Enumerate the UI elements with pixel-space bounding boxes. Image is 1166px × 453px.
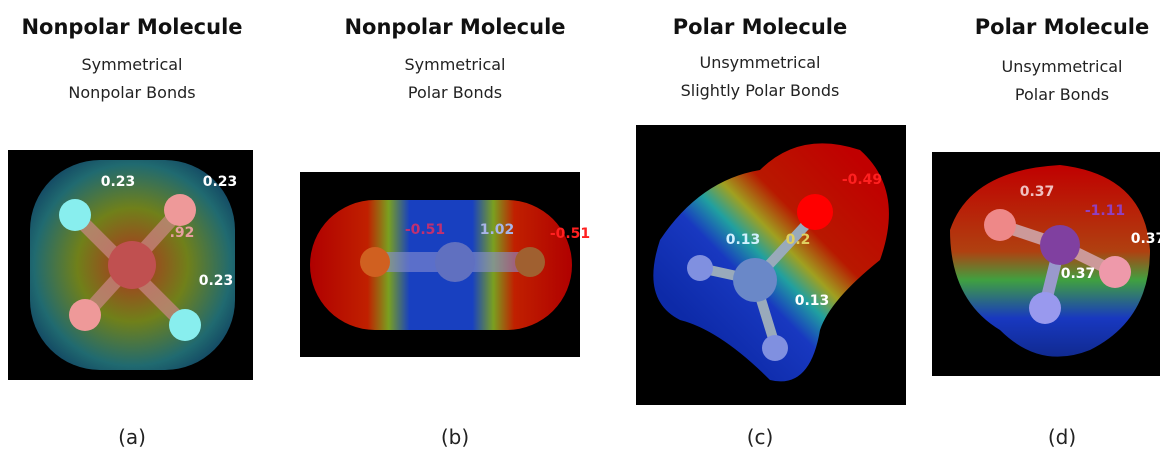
charge-label: 0.13 bbox=[795, 293, 830, 309]
charge-label: 0.23 bbox=[199, 273, 234, 289]
panel-description: Unsymmetrical bbox=[1001, 57, 1122, 76]
atom bbox=[69, 299, 101, 331]
panel-caption: (a) bbox=[118, 425, 146, 449]
panel-title: Nonpolar Molecule bbox=[344, 15, 565, 39]
atom bbox=[108, 241, 156, 289]
charge-label: 0.2 bbox=[786, 232, 811, 248]
charge-label: 0.37 bbox=[1131, 231, 1166, 247]
panel-description: Symmetrical bbox=[82, 55, 183, 74]
panel-title: Polar Molecule bbox=[975, 15, 1149, 39]
panel-caption: (d) bbox=[1048, 425, 1076, 449]
atom bbox=[733, 258, 777, 302]
charge-label: 0.13 bbox=[726, 232, 761, 248]
panel-description: Nonpolar Bonds bbox=[68, 83, 195, 102]
charge-label: -0.49 bbox=[842, 172, 882, 188]
charge-label: -0.51 bbox=[550, 226, 590, 242]
figure: Nonpolar Molecule Symmetrical Nonpolar Bon… bbox=[0, 0, 1166, 453]
panel-title: Polar Molecule bbox=[673, 15, 847, 39]
atom bbox=[360, 247, 390, 277]
panel-caption: (b) bbox=[441, 425, 469, 449]
charge-label: 0.23 bbox=[101, 174, 136, 190]
panel-description: Polar Bonds bbox=[1015, 85, 1109, 104]
charge-label: -1.11 bbox=[1085, 203, 1125, 219]
atom bbox=[169, 309, 201, 341]
panel-description: Polar Bonds bbox=[408, 83, 502, 102]
atom bbox=[797, 194, 833, 230]
charge-label: 0.23 bbox=[203, 174, 238, 190]
charge-label: 1.02 bbox=[480, 222, 515, 238]
atom bbox=[687, 255, 713, 281]
atom bbox=[1040, 225, 1080, 265]
atom bbox=[762, 335, 788, 361]
atom bbox=[1029, 292, 1061, 324]
panel-description: Unsymmetrical bbox=[699, 53, 820, 72]
atom bbox=[435, 242, 475, 282]
charge-label: 0.37 bbox=[1061, 266, 1096, 282]
charge-label: 0.37 bbox=[1020, 184, 1055, 200]
panel-description: Symmetrical bbox=[405, 55, 506, 74]
charge-label: -0.51 bbox=[405, 222, 445, 238]
atom bbox=[59, 199, 91, 231]
panel-description: Slightly Polar Bonds bbox=[681, 81, 840, 100]
atom bbox=[984, 209, 1016, 241]
atom bbox=[164, 194, 196, 226]
panel-caption: (c) bbox=[747, 425, 774, 449]
atom bbox=[1099, 256, 1131, 288]
panel-title: Nonpolar Molecule bbox=[21, 15, 242, 39]
atom bbox=[515, 247, 545, 277]
charge-label: .92 bbox=[170, 225, 195, 241]
